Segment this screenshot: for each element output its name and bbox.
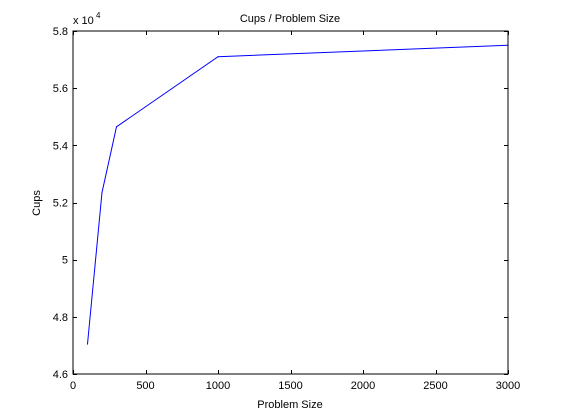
- y-exponent-label: x 10: [73, 15, 94, 27]
- x-tick-label: 500: [136, 380, 154, 392]
- x-tick-label: 0: [70, 380, 76, 392]
- y-exponent-power: 4: [96, 11, 101, 20]
- data-point: [115, 126, 118, 128]
- plot-background: [73, 31, 508, 374]
- y-axis-label: Cups: [31, 190, 43, 216]
- x-tick-label: 2500: [423, 380, 447, 392]
- y-tick-label: 5: [62, 255, 68, 267]
- data-point: [86, 343, 89, 345]
- data-point: [101, 191, 103, 194]
- chart-title: Cups / Problem Size: [240, 13, 340, 25]
- x-axis-label: Problem Size: [257, 399, 322, 411]
- y-tick-label: 4.6: [53, 369, 68, 381]
- x-tick-label: 3000: [496, 380, 520, 392]
- data-point: [217, 56, 219, 58]
- y-tick-label: 5.4: [53, 140, 68, 152]
- y-tick-label: 4.8: [53, 312, 68, 324]
- y-tick-label: 5.2: [53, 198, 68, 210]
- tick-labels-layer: 0 500 1000 1500 2000 2500 3000 4.6 4.8 5 5.2 5.4 5.6…: [53, 26, 521, 392]
- plot-frame: [72, 30, 509, 375]
- x-tick-label: 1000: [206, 380, 230, 392]
- x-tick-label: 2000: [351, 380, 375, 392]
- y-tick-label: 5.6: [53, 83, 68, 95]
- y-tick-label: 5.8: [53, 26, 68, 38]
- x-tick-label: 1500: [278, 380, 302, 392]
